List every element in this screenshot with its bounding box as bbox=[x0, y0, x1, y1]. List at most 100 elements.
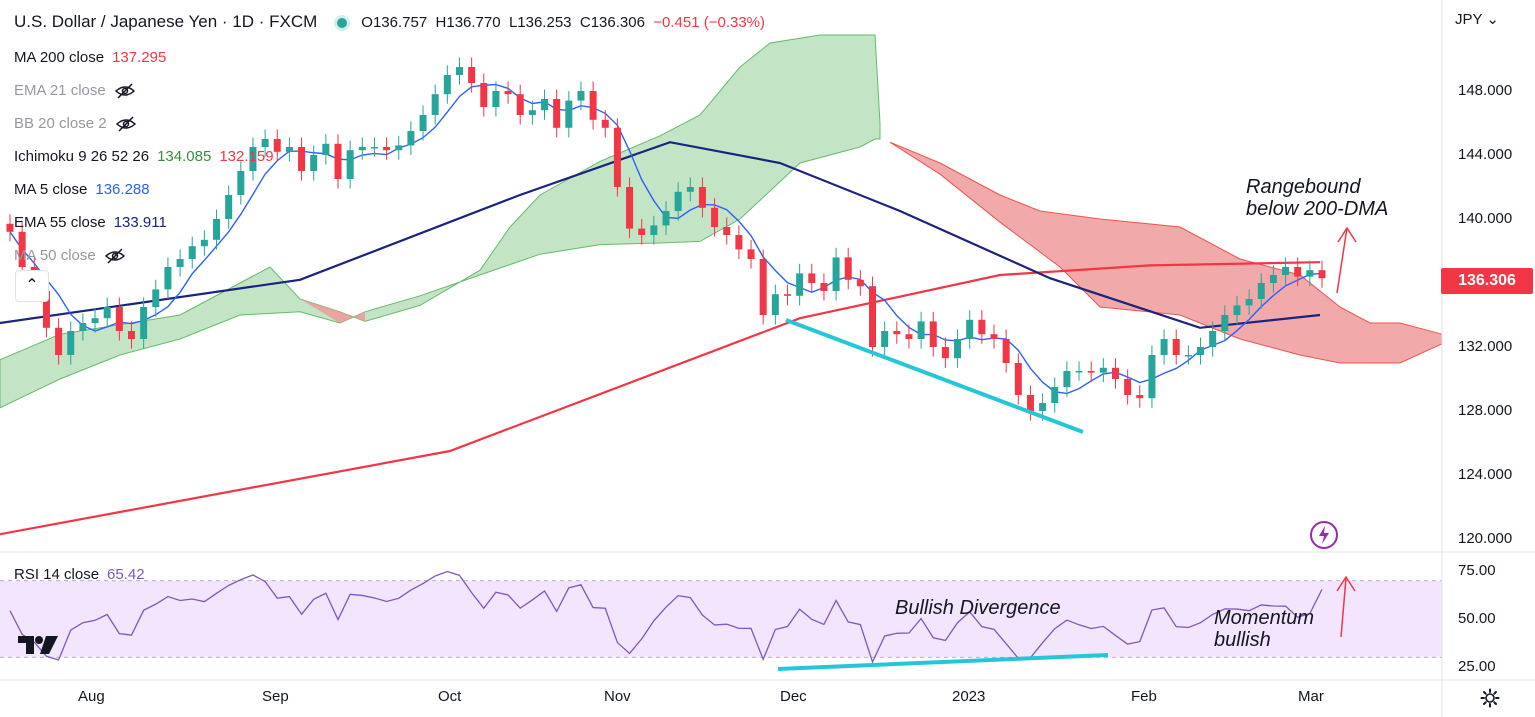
eye-hidden-icon[interactable] bbox=[104, 248, 126, 264]
legend-name: MA 200 close bbox=[14, 49, 105, 66]
candle-body bbox=[346, 150, 354, 179]
candle-body bbox=[249, 147, 257, 171]
candle-body bbox=[808, 273, 816, 283]
candle-body bbox=[1026, 395, 1034, 411]
candle-body bbox=[176, 259, 184, 267]
arrow-up-price bbox=[1336, 227, 1348, 294]
candle-body bbox=[1257, 283, 1265, 299]
candle-body bbox=[455, 67, 463, 75]
ohlc-close: C136.306 bbox=[579, 14, 645, 31]
annotation-line: Momentum bbox=[1214, 607, 1315, 629]
rsi-legend-name: RSI 14 close bbox=[14, 566, 100, 583]
tradingview-logo-icon[interactable] bbox=[16, 633, 60, 657]
arrow-head bbox=[1337, 226, 1357, 243]
legend-name: MA 5 close bbox=[14, 181, 88, 198]
annotation-drawings bbox=[777, 226, 1357, 671]
candle-body bbox=[1160, 339, 1168, 355]
candle-body bbox=[419, 115, 427, 131]
legend-value: 136.288 bbox=[95, 181, 150, 198]
candle-body bbox=[261, 139, 269, 147]
chevron-up-icon: ⌃ bbox=[25, 277, 39, 294]
legend-row[interactable]: MA 200 close 137.295 bbox=[14, 48, 166, 68]
eye-hidden-icon[interactable] bbox=[114, 83, 136, 99]
candle-body bbox=[55, 327, 63, 355]
legend-value: 132.159 bbox=[219, 148, 274, 165]
candle-body bbox=[1245, 299, 1253, 306]
candle-body bbox=[674, 191, 682, 211]
legend-row[interactable]: BB 20 close 2 bbox=[14, 114, 137, 134]
candle-body bbox=[200, 239, 208, 247]
candle-body bbox=[1318, 270, 1326, 279]
legend-name: EMA 55 close bbox=[14, 214, 106, 231]
candle-body bbox=[626, 187, 634, 229]
rsi-pane bbox=[0, 570, 1442, 664]
eye-hidden-icon[interactable] bbox=[115, 116, 137, 132]
candle-body bbox=[1111, 367, 1119, 379]
candle-body bbox=[407, 131, 415, 146]
annotation-divergence[interactable]: Bullish Divergence bbox=[895, 597, 1061, 619]
last-price-tag: 136.306 bbox=[1441, 268, 1533, 294]
legend-row[interactable]: MA 50 close bbox=[14, 246, 126, 266]
candle-body bbox=[516, 94, 524, 115]
ohlc-high: H136.770 bbox=[435, 14, 501, 31]
candle-body bbox=[1221, 315, 1229, 331]
currency-selector[interactable]: JPY ⌄ bbox=[1455, 10, 1499, 28]
ohlc-change: −0.451 (−0.33%) bbox=[653, 14, 766, 31]
legend-row[interactable]: Ichimoku 9 26 52 26 134.085 132.159 bbox=[14, 147, 274, 167]
ohlc-low: L136.253 bbox=[508, 14, 572, 31]
candle-body bbox=[310, 155, 318, 171]
candle-body bbox=[638, 228, 646, 235]
candle-body bbox=[613, 127, 621, 187]
candle-body bbox=[565, 100, 573, 128]
candle-body bbox=[42, 291, 50, 328]
candle-body bbox=[1039, 403, 1047, 411]
collapse-legend-button[interactable]: ⌃ bbox=[15, 270, 49, 302]
price-tick-label: 128.000 bbox=[1458, 402, 1513, 419]
candle-body bbox=[528, 110, 536, 115]
candle-body bbox=[541, 99, 549, 111]
legend-value: 134.085 bbox=[157, 148, 212, 165]
candle-body bbox=[370, 147, 378, 149]
legend-row[interactable]: MA 5 close 136.288 bbox=[14, 180, 150, 200]
candle-body bbox=[553, 99, 561, 128]
candle-body bbox=[431, 94, 439, 115]
symbol-title[interactable]: U.S. Dollar / Japanese Yen · 1D · FXCM bbox=[14, 12, 318, 31]
currency-label: JPY bbox=[1455, 11, 1483, 28]
candle-body bbox=[783, 294, 791, 296]
candle-body bbox=[881, 331, 889, 347]
candle-body bbox=[577, 91, 585, 101]
price-tick-label: 124.000 bbox=[1458, 466, 1513, 483]
gear-icon[interactable] bbox=[1480, 688, 1500, 708]
candle-body bbox=[273, 139, 281, 152]
price-tick-label: 144.000 bbox=[1458, 146, 1513, 163]
arrow-up-rsi bbox=[1340, 577, 1347, 638]
candle-body bbox=[358, 147, 366, 151]
annotation-rangebound[interactable]: Rangebound below 200-DMA bbox=[1246, 176, 1388, 220]
candle-body bbox=[322, 143, 330, 155]
legend-row[interactable]: EMA 55 close 133.911 bbox=[14, 213, 167, 233]
rsi-legend: RSI 14 close 65.42 bbox=[14, 566, 145, 583]
time-tick-label: 2023 bbox=[952, 688, 986, 705]
market-status-icon bbox=[337, 17, 348, 28]
candle-body bbox=[91, 318, 99, 323]
legend-row[interactable]: EMA 21 close bbox=[14, 81, 136, 101]
lightning-icon[interactable] bbox=[1309, 520, 1339, 550]
candle-body bbox=[686, 187, 694, 192]
annotation-momentum[interactable]: Momentum bullish bbox=[1214, 607, 1314, 651]
candle-body bbox=[1124, 379, 1132, 395]
candle-body bbox=[213, 219, 221, 240]
divergence-trendline-rsi bbox=[777, 653, 1109, 671]
candle-body bbox=[978, 319, 986, 335]
ma200-line bbox=[0, 261, 1321, 536]
candle-body bbox=[735, 235, 743, 250]
price-tick-label: 140.000 bbox=[1458, 210, 1513, 227]
time-tick-label: Sep bbox=[262, 688, 289, 705]
candle-body bbox=[298, 147, 306, 171]
candle-body bbox=[650, 225, 658, 235]
candle-body bbox=[383, 147, 391, 151]
candle-body bbox=[1197, 347, 1205, 355]
rsi-tick-label: 25.00 bbox=[1458, 658, 1496, 675]
candle-body bbox=[1014, 363, 1022, 395]
candle-body bbox=[917, 321, 925, 339]
